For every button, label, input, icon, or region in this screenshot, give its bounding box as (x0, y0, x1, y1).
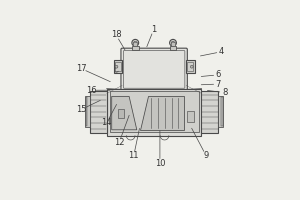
Bar (90, 91, 107, 133)
Text: 17: 17 (76, 64, 87, 73)
Text: 8: 8 (222, 88, 227, 97)
Circle shape (190, 65, 193, 68)
Circle shape (169, 39, 176, 46)
Text: 9: 9 (203, 151, 209, 160)
Bar (202, 91, 218, 133)
Circle shape (134, 41, 137, 44)
Bar (221, 97, 223, 126)
Circle shape (132, 39, 139, 46)
Text: 10: 10 (155, 159, 165, 168)
Bar (187, 111, 194, 122)
Bar (118, 109, 124, 118)
Bar (171, 42, 175, 46)
Polygon shape (112, 96, 137, 130)
Text: 6: 6 (216, 70, 221, 79)
Bar (115, 62, 121, 71)
Bar (187, 62, 194, 71)
Bar (114, 60, 122, 73)
Bar (133, 42, 137, 46)
Bar (186, 60, 195, 73)
Text: 18: 18 (111, 30, 121, 39)
FancyBboxPatch shape (121, 48, 187, 91)
Circle shape (115, 65, 118, 68)
Bar (107, 89, 202, 136)
Text: 11: 11 (128, 151, 139, 160)
Bar (85, 96, 90, 127)
Text: 1: 1 (151, 25, 156, 34)
Text: 16: 16 (86, 86, 97, 95)
Circle shape (172, 41, 175, 44)
Text: 7: 7 (216, 80, 221, 89)
Bar (132, 46, 139, 50)
Bar (85, 97, 87, 126)
Polygon shape (140, 96, 184, 130)
Bar (218, 96, 223, 127)
Text: 12: 12 (114, 138, 124, 147)
Bar (110, 91, 199, 132)
Text: 14: 14 (101, 118, 112, 127)
Text: 15: 15 (76, 105, 87, 114)
Bar (169, 46, 176, 50)
Text: 4: 4 (219, 47, 224, 56)
